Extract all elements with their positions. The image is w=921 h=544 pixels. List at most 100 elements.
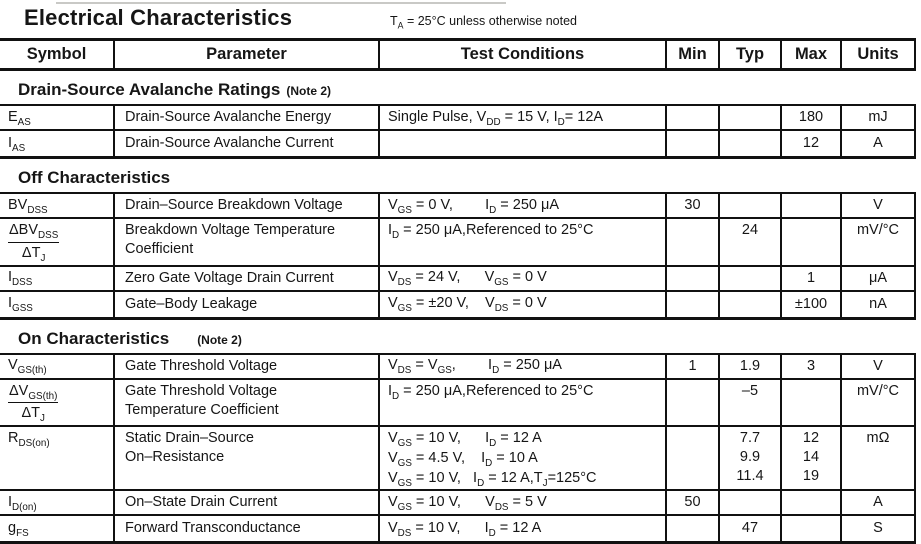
section-title: Drain-Source Avalanche Ratings — [18, 80, 281, 99]
parameter-cell: Gate Threshold Voltage — [113, 354, 378, 378]
units-cell: mJ — [840, 106, 916, 129]
parameter-cell: Static Drain–Source On–Resistance — [113, 427, 378, 490]
min-cell — [665, 266, 718, 290]
min-cell: 50 — [665, 491, 718, 515]
min-cell — [665, 131, 718, 156]
scan-artifact-line — [56, 2, 506, 4]
units-cell: V — [840, 194, 916, 217]
min-cell: 30 — [665, 194, 718, 217]
table-row: ΔVGS(th) ΔTJ Gate Threshold Voltage Temp… — [0, 379, 916, 427]
max-cell: 3 — [780, 354, 840, 378]
header-max: Max — [780, 41, 840, 68]
units-cell: mV/°C — [840, 379, 916, 425]
units-cell: A — [840, 491, 916, 515]
typ-cell: –5 — [718, 379, 780, 425]
min-cell: 1 — [665, 354, 718, 378]
section-title: On Characteristics — [18, 328, 170, 348]
test-conditions-cell: VGS = 0 V, ID = 250 μA — [378, 194, 665, 217]
table-row: RDS(on) Static Drain–Source On–Resistanc… — [0, 427, 916, 492]
fraction-numerator: ΔVGS(th) — [8, 382, 59, 404]
symbol-fraction: ΔBVDSS ΔTJ — [8, 221, 60, 264]
typ-cell — [718, 291, 780, 317]
parameter-cell: Gate Threshold Voltage Temperature Coeff… — [113, 379, 378, 425]
section-note: (Note 2) — [197, 332, 242, 347]
units-cell: mΩ — [840, 427, 916, 490]
units-cell: μA — [840, 266, 916, 290]
units-cell: nA — [840, 291, 916, 317]
section-heading-off: Off Characteristics — [18, 168, 921, 189]
off-characteristics-table: BVDSS Drain–Source Breakdown Voltage VGS… — [0, 192, 916, 320]
header-symbol: Symbol — [26, 45, 87, 63]
max-cell — [780, 379, 840, 425]
parameter-cell: On–State Drain Current — [113, 491, 378, 515]
parameter-cell: Drain–Source Breakdown Voltage — [113, 194, 378, 217]
test-conditions-cell: VGS = ±20 V, VDS = 0 V — [378, 291, 665, 317]
test-conditions-cell: VGS = 10 V, ID = 12 A VGS = 4.5 V, ID = … — [378, 427, 665, 490]
fraction-denominator: ΔTJ — [21, 405, 45, 425]
min-cell — [665, 106, 718, 129]
symbol-cell: ID(on) — [8, 493, 37, 513]
symbol-cell: IAS — [8, 134, 26, 154]
symbol-cell: EAS — [8, 108, 31, 128]
typ-cell — [718, 131, 780, 156]
min-cell — [665, 516, 718, 542]
max-cell: 180 — [780, 106, 840, 129]
table-header-row: Symbol Parameter Test Conditions Min Typ… — [0, 38, 916, 71]
section-note: (Note 2) — [286, 84, 331, 98]
table-row: ΔBVDSS ΔTJ Breakdown Voltage Temperature… — [0, 219, 916, 267]
section-heading-on: On Characteristics (Note 2) — [18, 329, 921, 350]
parameter-cell: Zero Gate Voltage Drain Current — [113, 266, 378, 290]
test-conditions-cell: ID = 250 μA,Referenced to 25°C — [378, 219, 665, 265]
units-cell: S — [840, 516, 916, 542]
parameter-cell: Drain-Source Avalanche Energy — [113, 106, 378, 129]
on-characteristics-table: VGS(th) Gate Threshold Voltage VDS = VGS… — [0, 352, 916, 544]
header-min: Min — [665, 41, 718, 68]
header-typ: Typ — [718, 41, 780, 68]
test-conditions-cell: Single Pulse, VDD = 15 V, ID= 12A — [378, 106, 665, 129]
symbol-cell: VGS(th) — [8, 357, 47, 377]
max-cell: 12 — [780, 131, 840, 156]
typ-cell — [718, 266, 780, 290]
fraction-numerator: ΔBVDSS — [8, 222, 60, 243]
table-row: IDSS Zero Gate Voltage Drain Current VDS… — [0, 266, 916, 292]
typ-cell: 7.7 9.9 11.4 — [718, 427, 780, 490]
avalanche-table: EAS Drain-Source Avalanche Energy Single… — [0, 104, 916, 159]
conditions-note: TA = 25°C unless otherwise noted — [390, 14, 577, 31]
section-heading-avalanche: Drain-Source Avalanche Ratings (Note 2) — [18, 80, 921, 101]
table-row: ID(on) On–State Drain Current VGS = 10 V… — [0, 491, 916, 517]
table-row: IGSS Gate–Body Leakage VGS = ±20 V, VDS … — [0, 291, 916, 317]
parameter-cell: Gate–Body Leakage — [113, 291, 378, 317]
min-cell — [665, 219, 718, 265]
typ-cell: 47 — [718, 516, 780, 542]
test-conditions-cell: VDS = 10 V, ID = 12 A — [378, 516, 665, 542]
max-cell — [780, 491, 840, 515]
symbol-cell: gFS — [8, 519, 29, 539]
typ-cell — [718, 491, 780, 515]
test-conditions-cell: ID = 250 μA,Referenced to 25°C — [378, 379, 665, 425]
symbol-fraction: ΔVGS(th) ΔTJ — [8, 382, 59, 425]
header-parameter: Parameter — [113, 41, 378, 68]
test-conditions-cell: VDS = 24 V, VGS = 0 V — [378, 266, 665, 290]
table-row: EAS Drain-Source Avalanche Energy Single… — [0, 106, 916, 131]
table-row: VGS(th) Gate Threshold Voltage VDS = VGS… — [0, 354, 916, 380]
parameter-cell: Breakdown Voltage Temperature Coefficien… — [113, 219, 378, 265]
symbol-cell: RDS(on) — [8, 430, 50, 449]
test-conditions-cell: VDS = VGS, ID = 250 μA — [378, 354, 665, 378]
symbol-cell: ΔBVDSS ΔTJ — [0, 219, 113, 265]
max-cell: 12 14 19 — [780, 427, 840, 490]
table-row: BVDSS Drain–Source Breakdown Voltage VGS… — [0, 194, 916, 219]
max-cell — [780, 219, 840, 265]
table-row: gFS Forward Transconductance VDS = 10 V,… — [0, 516, 916, 542]
max-cell — [780, 516, 840, 542]
typ-cell: 1.9 — [718, 354, 780, 378]
symbol-cell: IDSS — [8, 269, 33, 289]
typ-cell: 24 — [718, 219, 780, 265]
header-test-conditions: Test Conditions — [378, 41, 665, 68]
min-cell — [665, 427, 718, 490]
section-title: Off Characteristics — [18, 168, 171, 187]
max-cell — [780, 194, 840, 217]
max-cell: 1 — [780, 266, 840, 290]
min-cell — [665, 379, 718, 425]
title-bar: Electrical Characteristics TA = 25°C unl… — [0, 0, 921, 36]
